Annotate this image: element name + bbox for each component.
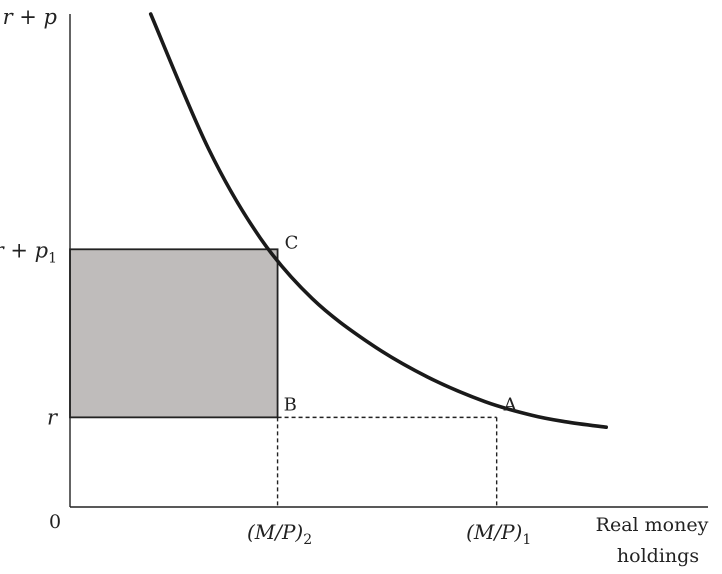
money-demand-curve bbox=[148, 12, 608, 429]
point-label-a: A bbox=[503, 394, 518, 415]
y-tick-label-r: r bbox=[47, 405, 59, 429]
x-axis-label-line1: Real money bbox=[596, 514, 709, 536]
x-tick-label-mp2: (M/P)2 bbox=[247, 520, 312, 548]
point-label-c: C bbox=[285, 232, 299, 253]
point-label-b: B bbox=[284, 394, 297, 415]
shaded-area bbox=[69, 248, 279, 419]
x-axis-label-line2: holdings bbox=[617, 545, 699, 567]
y-tick-label-r-plus-p: r + p bbox=[3, 5, 57, 29]
origin-label: 0 bbox=[49, 511, 61, 533]
x-tick-label-mp1: (M/P)1 bbox=[466, 520, 531, 548]
y-tick-label-r-plus-p1: r + p1 bbox=[0, 238, 57, 266]
